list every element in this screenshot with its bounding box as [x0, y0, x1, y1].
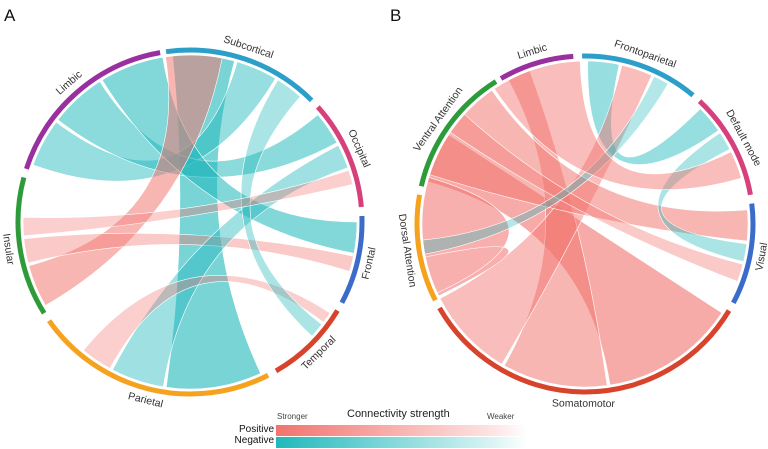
- panel-b-ribbon-5: [429, 89, 749, 242]
- panel-b-label: B: [390, 6, 402, 25]
- panel-a-arc-subcortical: [165, 47, 314, 103]
- panel-a-arc-occipital: [315, 105, 364, 208]
- panel-b-arc-limbic: [499, 53, 574, 81]
- positive-gradient-bar: [276, 425, 528, 436]
- panel-b-ribbon-6: [657, 132, 748, 262]
- panel-b-arc-dorsal-attention: [414, 194, 438, 302]
- legend-positive: Positive: [238, 424, 274, 435]
- panel-a-ribbon-3: [101, 56, 358, 254]
- panel-b-ribbon-4: [421, 176, 510, 297]
- panel-a-label: A: [4, 6, 16, 25]
- legend-weaker: Weaker: [487, 412, 515, 421]
- panel-b-ribbon-2: [587, 60, 719, 165]
- panel-b-ribbon-1: [503, 70, 608, 388]
- panel-a-arc-insular: [15, 176, 47, 315]
- panel-b-arc-ventral-attention: [418, 79, 498, 187]
- panel-a-ribbon-8: [240, 79, 323, 337]
- panel-a-ribbon-4: [28, 54, 223, 306]
- legend: Connectivity strength Stronger Weaker Po…: [222, 408, 542, 448]
- panel-a-arc-temporal: [274, 309, 340, 374]
- panel-b-ribbon-9: [493, 60, 742, 190]
- panel-b-arc-frontoparietal: [582, 53, 695, 98]
- legend-title: Connectivity strength: [347, 408, 450, 420]
- panel-b-ribbon-7: [449, 113, 744, 282]
- panel-b-arc-somatomotor: [437, 306, 732, 395]
- panel-a-arc-limbic: [24, 50, 161, 170]
- panel-a-arc-parietal: [47, 319, 270, 397]
- negative-gradient-bar: [276, 437, 528, 448]
- panel-a-label-frontal: Frontal: [360, 246, 379, 281]
- legend-stronger: Stronger: [277, 412, 308, 421]
- panel-a-ribbon-9: [22, 169, 354, 237]
- panel-a-arc-frontal: [339, 215, 365, 304]
- panel-a-ribbon-6: [112, 144, 349, 388]
- panel-a-label-insular: Insular: [0, 233, 17, 266]
- panel-a-ribbon-7: [82, 275, 331, 369]
- panel-b-ribbon-8: [422, 76, 669, 255]
- panel-b-arc-default-mode: [697, 99, 753, 196]
- panel-b-label-somatomotor: Somatomotor: [552, 397, 616, 410]
- legend-negative: Negative: [234, 435, 274, 446]
- panel-a-ribbon-5: [23, 232, 354, 272]
- panel-b-arc-visual: [731, 203, 756, 305]
- panel-b-label-visual: Visual: [753, 242, 768, 272]
